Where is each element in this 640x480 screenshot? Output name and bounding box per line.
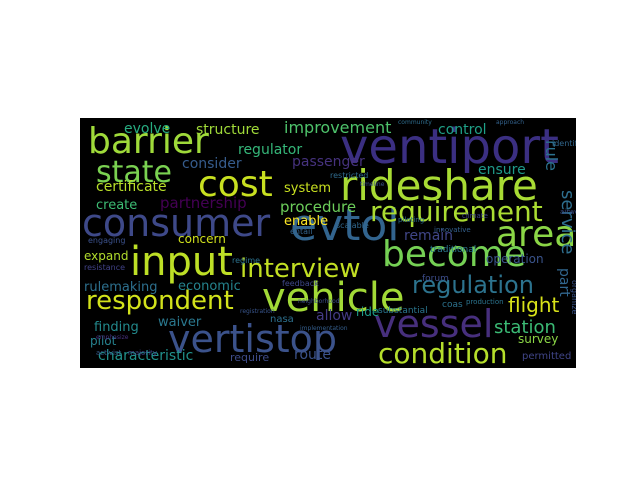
word-approach: approach <box>496 119 524 126</box>
word-requirement: requirement <box>370 195 543 228</box>
word-regulator: regulator <box>238 142 302 158</box>
word-barrier: barrier <box>88 121 209 162</box>
word-expand: expand <box>84 249 128 263</box>
word-scalable: scalable <box>336 221 369 230</box>
word-become: become <box>382 234 526 275</box>
word-rideshare: rideshare <box>340 161 538 210</box>
word-passenger: passenger <box>292 154 365 170</box>
word-forum: forum <box>422 274 449 284</box>
word-rulemaking: rulemaking <box>84 280 157 295</box>
word-permitted: permitted <box>522 351 571 362</box>
word-improvement: improvement <box>284 118 391 137</box>
word-economic: economic <box>178 279 241 294</box>
word-airworthy: airworthy <box>560 208 593 216</box>
word-substantial: substantial <box>378 306 428 316</box>
word-ensure: ensure <box>478 162 526 178</box>
word-timeline: timeline <box>360 181 385 188</box>
word-station: station <box>494 317 556 338</box>
word-state: state <box>96 155 172 190</box>
word-part: part <box>556 268 572 297</box>
word-respondent: respondent <box>86 286 234 316</box>
word-implementation: implementation <box>300 325 348 332</box>
word-organize: organize <box>570 280 579 315</box>
word-flight: flight <box>508 293 560 317</box>
word-vessel: vessel <box>374 302 493 346</box>
word-neighborhood: neighborhood <box>298 298 340 305</box>
word-pilot: pilot <box>90 334 117 348</box>
word-system: system <box>284 181 331 196</box>
word-coas: coas <box>442 300 463 310</box>
word-cost: cost <box>198 164 273 205</box>
word-climate: climate <box>462 212 488 220</box>
word-piloting: piloting <box>398 216 424 224</box>
word-partnership: partnership <box>160 194 247 212</box>
word-activist: activist <box>96 349 122 357</box>
word-evtol: evtol <box>290 200 400 251</box>
word-cloud-background <box>80 118 576 368</box>
word-consumer: consumer <box>82 201 271 245</box>
word-waiver: waiver <box>158 315 202 330</box>
word-regime: regime <box>232 256 260 265</box>
word-consider: consider <box>182 156 242 172</box>
word-enable: enable <box>284 214 328 229</box>
word-resistance: resistance <box>84 263 125 272</box>
word-input: input <box>130 239 233 285</box>
word-identify: identify <box>552 139 582 148</box>
word-service: service <box>557 190 578 254</box>
word-require: require <box>230 351 269 364</box>
word-certificate: certificate <box>96 179 167 195</box>
word-nasa: nasa <box>270 314 294 325</box>
word-operation: operation <box>486 252 544 266</box>
word-innovative: innovative <box>434 226 471 234</box>
word-condition: condition <box>378 337 507 370</box>
word-survey: survey <box>518 332 558 346</box>
word-remain: remain <box>404 228 453 244</box>
word-traditional: traditional <box>430 245 476 255</box>
word-emphasize: emphasize <box>96 334 129 341</box>
word-entail: entail <box>290 227 312 236</box>
word-allow: allow <box>316 308 352 324</box>
word-engaging: engaging <box>88 236 125 245</box>
word-concern: concern <box>178 232 226 246</box>
word-interview: interview <box>240 254 360 284</box>
word-route: route <box>294 347 331 363</box>
word-area: area <box>496 214 576 255</box>
word-community: community <box>398 119 432 126</box>
word-regulation: regulation <box>412 271 534 299</box>
word-finding: finding <box>94 320 139 335</box>
word-vertistop: vertistop <box>168 317 337 361</box>
word-control: control <box>438 122 487 138</box>
word-majority: majority <box>128 349 157 357</box>
word-cloud-words: barrier ventiport cost rideshare state consum… <box>82 118 593 370</box>
word-restricted: restricted <box>330 171 368 180</box>
word-vehicle: vehicle <box>262 275 404 321</box>
word-structure: structure <box>196 122 260 138</box>
word-evolve: evolve <box>124 121 170 137</box>
word-rule: rule <box>542 140 561 171</box>
word-production: production <box>466 298 504 306</box>
word-feedback: feedback <box>282 279 319 288</box>
word-characteristic: characteristic <box>98 348 193 364</box>
word-registration: registration <box>240 308 275 315</box>
word-ventiport: ventiport <box>340 119 559 175</box>
word-procedure: procedure <box>280 198 356 216</box>
word-create: create <box>96 198 137 213</box>
word-ride: ride <box>356 305 379 319</box>
